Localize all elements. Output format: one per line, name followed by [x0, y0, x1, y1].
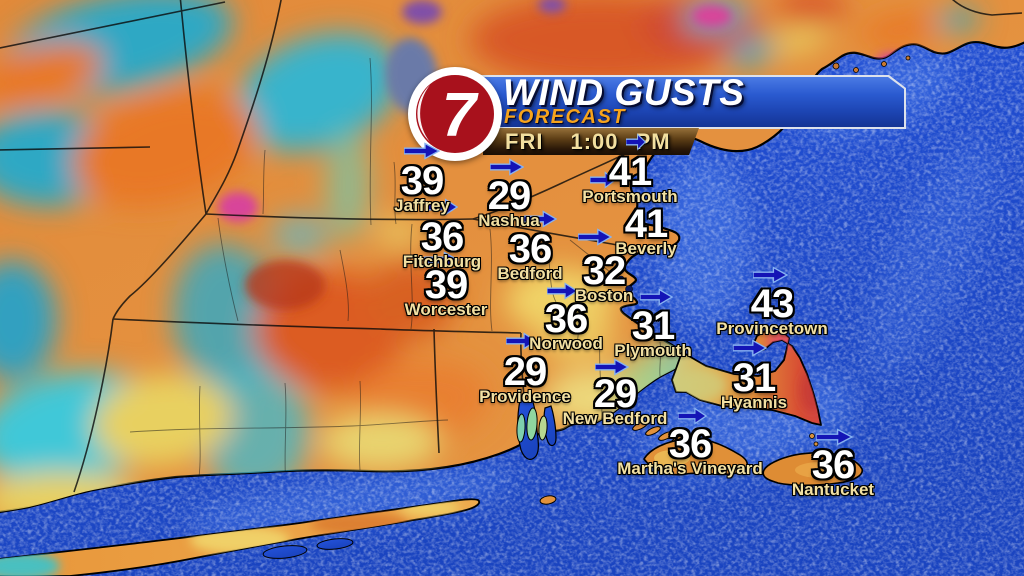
channel-7-logo: 7: [403, 62, 507, 166]
mainland: [0, 0, 1024, 515]
nantucket-shading: [795, 462, 845, 478]
boston-harbor: [617, 275, 633, 300]
logo-swoosh: [417, 85, 430, 142]
wind-speed-spots: [218, 0, 908, 310]
narragansett-bay: [516, 399, 557, 460]
coastal-islets: [832, 55, 911, 73]
marthas-vineyard-shading: [654, 450, 690, 466]
logo-number: 7: [442, 81, 479, 150]
wind-speed-shading: [0, 0, 980, 513]
